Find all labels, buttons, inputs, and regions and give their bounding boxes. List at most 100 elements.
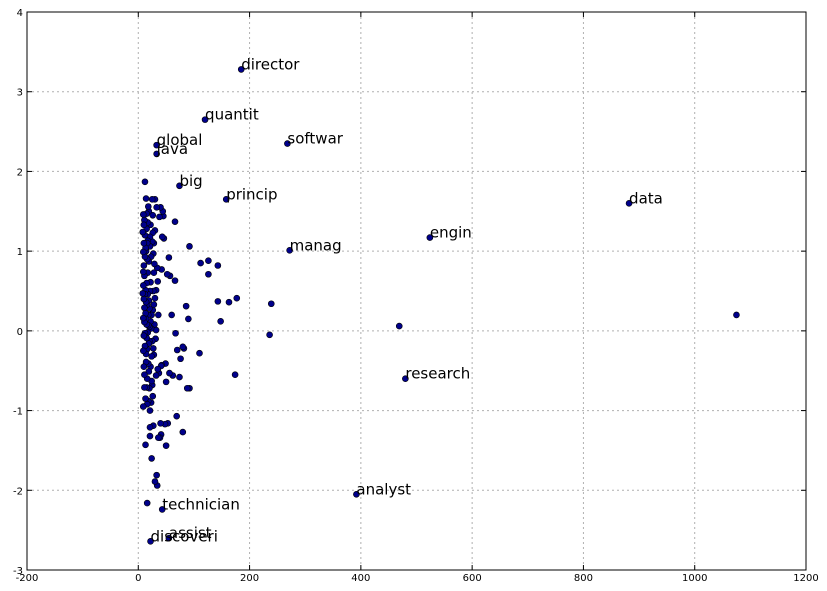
data-point xyxy=(176,373,183,381)
data-point xyxy=(173,346,181,354)
point-label-quantit: quantit xyxy=(205,106,259,124)
data-point xyxy=(214,298,222,305)
data-point-assist xyxy=(165,534,173,542)
data-point xyxy=(165,254,173,261)
data-point xyxy=(179,428,187,436)
data-point-analyst xyxy=(353,490,360,498)
point-label-princip: princip xyxy=(226,185,277,203)
data-point xyxy=(151,478,159,485)
data-point xyxy=(140,295,148,303)
data-point-softwar xyxy=(284,140,291,147)
data-point-manag xyxy=(286,247,293,254)
data-point xyxy=(148,455,155,462)
x-tick-label: 400 xyxy=(351,573,370,584)
data-point xyxy=(139,211,147,218)
data-points xyxy=(139,66,740,545)
y-tick-label: -3 xyxy=(13,566,23,577)
point-label-technician: technician xyxy=(162,495,240,513)
x-tick-label: 200 xyxy=(240,573,259,584)
data-point xyxy=(153,204,160,211)
data-point xyxy=(266,331,273,339)
data-point xyxy=(140,363,148,371)
point-label-global: global xyxy=(157,131,203,149)
data-point xyxy=(166,369,173,377)
data-point xyxy=(139,248,147,256)
x-tick-label: 800 xyxy=(574,573,593,584)
point-label-analyst: analyst xyxy=(356,480,411,498)
y-tick-label: 3 xyxy=(17,88,23,99)
data-point xyxy=(171,277,179,284)
axis-ticks: -200 0 200 400 600 800 1000 1200 -3 -2 -1 0 1 2 3 4 xyxy=(13,8,819,584)
point-label-softwar: softwar xyxy=(287,130,343,148)
data-point xyxy=(196,349,203,357)
data-point xyxy=(733,311,740,319)
data-point xyxy=(146,424,154,431)
data-point xyxy=(233,294,241,302)
x-tick-label: 600 xyxy=(463,573,482,584)
data-point xyxy=(231,371,239,379)
data-point-technician xyxy=(158,506,166,513)
point-label-assist: assist xyxy=(169,524,212,542)
x-tick-label: 1200 xyxy=(793,573,818,584)
data-point xyxy=(205,257,212,265)
data-point-research xyxy=(402,375,409,382)
data-point xyxy=(140,221,148,229)
data-point xyxy=(146,432,154,440)
data-point xyxy=(154,365,162,373)
y-tick-label: -1 xyxy=(13,407,23,418)
point-label-engin: engin xyxy=(430,224,472,242)
data-point-engin xyxy=(426,234,434,241)
data-point xyxy=(157,420,164,427)
data-point xyxy=(186,243,193,250)
data-point-director xyxy=(237,66,245,73)
data-point xyxy=(155,311,162,319)
data-point-big xyxy=(176,182,183,190)
data-point xyxy=(141,178,149,186)
data-point xyxy=(139,282,147,289)
y-tick-label: -2 xyxy=(13,486,23,497)
point-label-java: java xyxy=(156,140,188,158)
y-tick-label: 2 xyxy=(17,167,23,178)
data-point xyxy=(395,322,403,330)
plot-frame xyxy=(26,11,807,571)
data-point xyxy=(139,268,147,276)
data-point xyxy=(150,269,158,276)
data-point xyxy=(267,300,275,308)
data-point xyxy=(158,233,166,241)
data-point xyxy=(139,290,147,297)
data-point-data xyxy=(625,200,633,207)
data-point xyxy=(140,332,148,339)
data-point-discoveri xyxy=(147,538,154,545)
data-point xyxy=(139,347,147,355)
data-point-java xyxy=(153,150,160,158)
data-point xyxy=(217,317,224,325)
data-point xyxy=(177,355,184,363)
data-point xyxy=(145,368,153,375)
data-point xyxy=(148,353,155,360)
data-point xyxy=(156,213,163,221)
data-point xyxy=(162,442,170,449)
data-point xyxy=(141,371,148,379)
data-point xyxy=(142,195,150,202)
data-point xyxy=(173,412,180,420)
data-point xyxy=(141,384,148,391)
data-point xyxy=(185,315,192,323)
point-label-director: director xyxy=(241,55,300,73)
x-tick-label: 1000 xyxy=(682,573,707,584)
data-point xyxy=(183,384,191,392)
data-point xyxy=(225,298,233,306)
data-point-global xyxy=(153,141,160,149)
data-point xyxy=(153,471,160,479)
point-label-discoveri: discoveri xyxy=(151,527,218,545)
data-point xyxy=(148,196,156,203)
data-point-princip xyxy=(222,196,230,203)
data-point xyxy=(205,270,212,278)
point-label-manag: manag xyxy=(290,236,342,254)
data-point xyxy=(139,314,147,322)
x-tick-label: 0 xyxy=(135,573,141,584)
point-label-research: research xyxy=(405,365,470,383)
data-point xyxy=(140,239,148,247)
data-point xyxy=(154,278,162,285)
data-point xyxy=(142,395,149,402)
